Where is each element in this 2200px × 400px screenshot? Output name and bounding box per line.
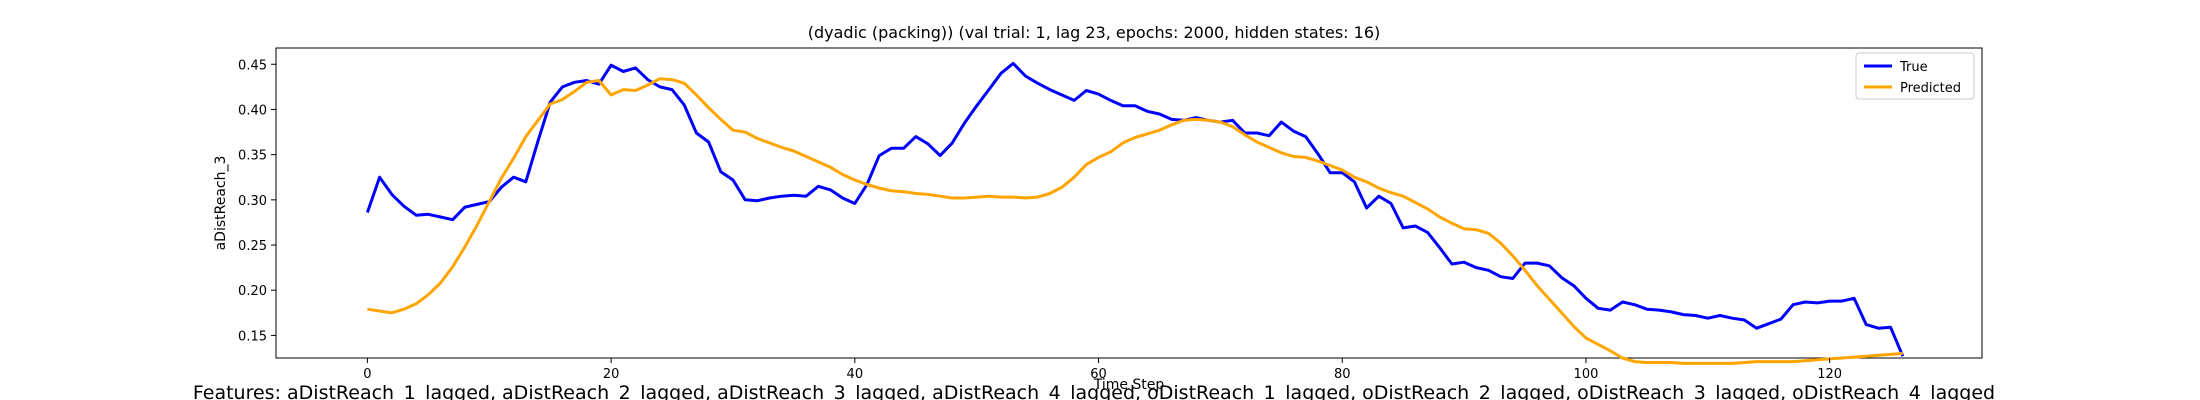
y-tick-label: 0.45: [238, 58, 267, 73]
series-line-true: [365, 61, 1905, 357]
y-tick-label: 0.30: [238, 194, 267, 209]
y-tick-label: 0.15: [238, 329, 267, 344]
x-axis-ticks: 0 20 40 60 80 100 120: [363, 358, 1842, 382]
y-tick-label: 0.25: [238, 239, 267, 254]
series-line-predicted: [367, 77, 1903, 365]
legend: True Predicted: [1855, 52, 1975, 100]
x-tick-label: 0: [363, 367, 371, 382]
series-layer: [365, 61, 1905, 365]
y-tick-label: 0.35: [238, 149, 267, 164]
x-tick-label: 80: [1334, 367, 1351, 382]
y-axis-label: aDistReach_3: [213, 156, 229, 251]
y-tick-label: 0.40: [238, 103, 267, 118]
x-tick-label: 60: [1090, 367, 1107, 382]
features-footer: Features: aDistReach_1_lagged, aDistReac…: [193, 382, 1995, 400]
x-tick-label: 120: [1817, 367, 1842, 382]
x-tick-label: 40: [847, 367, 864, 382]
legend-label-predicted: Predicted: [1900, 81, 1961, 96]
legend-label-true: True: [1899, 60, 1928, 75]
y-tick-label: 0.20: [238, 284, 267, 299]
plot-frame: [275, 47, 1983, 359]
x-tick-label: 20: [603, 367, 620, 382]
x-tick-label: 100: [1574, 367, 1599, 382]
y-axis-ticks: 0.15 0.20 0.25 0.30 0.35 0.40 0.45: [238, 58, 276, 344]
chart-title: (dyadic (packing)) (val trial: 1, lag 23…: [808, 23, 1381, 42]
x-axis-label: Time Step: [1093, 377, 1165, 393]
plot-area: 0 20 40 60 80 100 120 0.15 0.20 0.25 0.30 0.35 0.40…: [238, 47, 1983, 382]
